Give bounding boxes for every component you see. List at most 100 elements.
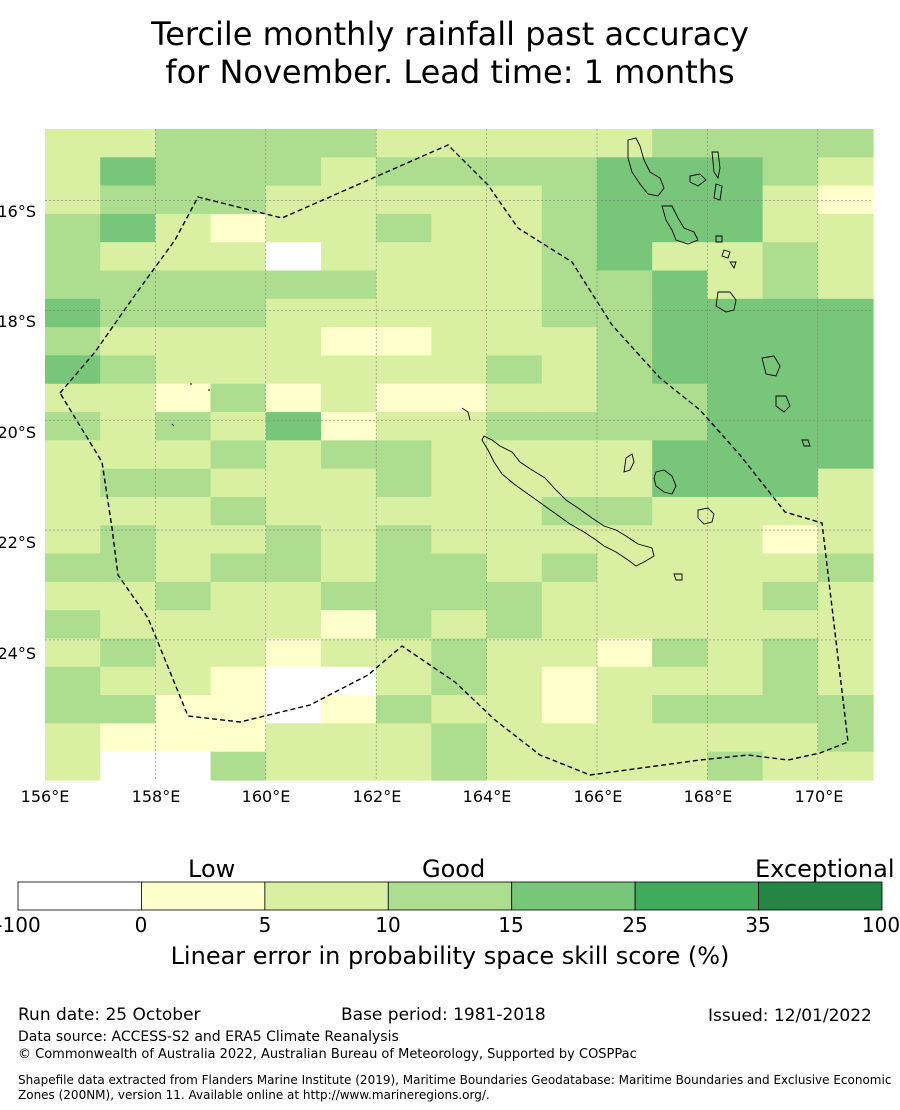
grid-cell <box>762 327 819 357</box>
lat-label-16s: 16°S <box>0 202 36 221</box>
colorbar-segment <box>264 881 389 911</box>
grid-cell <box>541 157 598 187</box>
grid-cell <box>652 412 708 441</box>
grid-cell <box>431 355 488 385</box>
grid-cell <box>486 723 543 753</box>
grid-cell <box>376 610 432 640</box>
grid-cell <box>486 525 543 555</box>
lat-label-22s: 22°S <box>0 533 36 552</box>
grid-cell <box>376 468 432 498</box>
grid-cell <box>265 383 322 413</box>
grid-cell <box>376 440 432 470</box>
vanuatu-espiritu-santo <box>627 137 665 197</box>
grid-cell <box>321 553 377 583</box>
grid-cell <box>541 327 598 357</box>
grid-cell <box>817 412 874 441</box>
grid-cell <box>265 723 322 753</box>
grid-cell <box>541 723 598 753</box>
grid-cell <box>707 666 764 696</box>
grid-cell <box>265 553 322 583</box>
grid-cell <box>707 496 764 526</box>
grid-cell <box>45 496 101 526</box>
grid-cell <box>155 751 212 781</box>
grid-cell <box>100 270 156 300</box>
grid-cell <box>597 129 653 158</box>
grid-cell <box>376 383 432 413</box>
grid-cell <box>707 327 764 357</box>
grid-cell <box>45 468 101 498</box>
grid-cell <box>321 412 377 441</box>
grid-cell <box>321 496 377 526</box>
grid-cell <box>486 327 543 357</box>
colorbar-tick: 25 <box>622 913 648 937</box>
grid-cell <box>321 638 377 668</box>
grid-cell <box>597 525 653 555</box>
grid-cell <box>652 610 708 640</box>
grid-cell <box>541 610 598 640</box>
grid-cell <box>45 525 101 555</box>
vanuatu-pentecost <box>713 183 723 201</box>
grid-cell <box>762 157 819 187</box>
grid-cell <box>707 412 764 441</box>
grid-cell <box>100 157 156 187</box>
grid-cell <box>265 581 322 611</box>
grid-cell <box>597 383 653 413</box>
grid-cell <box>762 496 819 526</box>
grid-cell <box>597 298 653 328</box>
grid-cell <box>321 525 377 555</box>
grid-cell <box>265 355 322 385</box>
grid-cell <box>210 751 267 781</box>
grid-cell <box>486 496 543 526</box>
grid-cell <box>762 129 819 158</box>
grid-cell <box>321 695 377 724</box>
grid-cell <box>155 129 212 158</box>
grid-cell <box>431 496 488 526</box>
grid-cell <box>817 383 874 413</box>
grid-cell <box>431 440 488 470</box>
grid-cell <box>541 666 598 696</box>
grid-cell <box>100 383 156 413</box>
grid-cell <box>100 129 156 158</box>
lon-label-170e: 170°E <box>794 787 844 806</box>
grid-cell <box>376 553 432 583</box>
grid-cell <box>431 581 488 611</box>
grid-cell <box>486 355 543 385</box>
grid-cell <box>210 525 267 555</box>
grid-cell <box>155 383 212 413</box>
grid-cell <box>486 751 543 781</box>
grid-cell <box>210 666 267 696</box>
colorbar-title: Linear error in probability space skill … <box>170 942 730 970</box>
grid-cell <box>265 638 322 668</box>
grid-cell <box>652 327 708 357</box>
grid-cell <box>431 213 488 243</box>
grid-cell <box>652 157 708 187</box>
grid-cell <box>155 327 212 357</box>
grid-cell <box>155 298 212 328</box>
grid-cell <box>817 355 874 385</box>
grid-cell <box>486 638 543 668</box>
grid-cell <box>431 129 488 158</box>
grid-cell <box>541 638 598 668</box>
grid-cell <box>376 270 432 300</box>
grid-cell <box>707 270 764 300</box>
grid-cell <box>431 383 488 413</box>
colorbar-segment <box>758 881 883 911</box>
grid-cell <box>486 581 543 611</box>
skill-grid <box>45 129 874 781</box>
grid-cell <box>45 383 101 413</box>
grid-cell <box>45 666 101 696</box>
colorbar-segment <box>17 881 142 911</box>
grid-cell <box>431 638 488 668</box>
grid-cell <box>597 695 653 724</box>
grid-cell <box>762 298 819 328</box>
grid-cell <box>265 751 322 781</box>
grid-cell <box>817 440 874 470</box>
grid-cell <box>376 355 432 385</box>
grid-cell <box>431 157 488 187</box>
grid-cell <box>707 185 764 215</box>
grid-cell <box>376 129 432 158</box>
grid-cell <box>210 610 267 640</box>
grid-cell <box>210 270 267 300</box>
run-date: Run date: 25 October <box>18 1005 201 1025</box>
grid-cell <box>652 638 708 668</box>
